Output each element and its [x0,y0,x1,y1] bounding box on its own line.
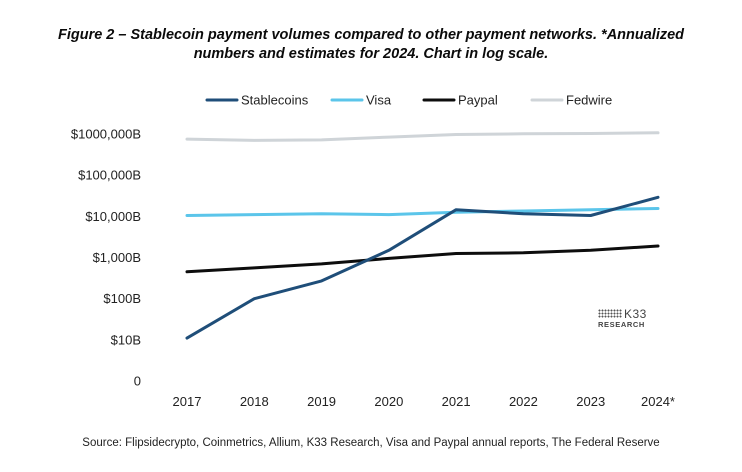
y-tick-label: 0 [134,374,141,389]
legend: Stablecoins Visa Paypal Fedwire [205,93,612,108]
legend-label: Stablecoins [241,93,309,108]
legend-item-stablecoins: Stablecoins [205,93,309,108]
legend-item-paypal: Paypal [422,93,498,108]
x-tick-label: 2018 [240,394,269,409]
source-note: Source: Flipsidecrypto, Coinmetrics, All… [82,437,660,449]
series-line-visa [185,207,660,217]
legend-label: Visa [366,93,392,108]
y-tick-label: $1000,000B [71,127,141,142]
k33-research-logo: K33 RESEARCH [598,307,660,330]
series-line-stablecoins [185,195,660,340]
x-tick-label: 2022 [509,394,538,409]
y-tick-label: $100,000B [78,168,141,183]
legend-label: Fedwire [566,93,612,108]
series-layer [185,131,660,340]
chart-title-line-2: numbers and estimates for 2024. Chart in… [193,46,549,62]
logo-dots-icon [598,309,622,318]
x-tick-label: 2023 [576,394,605,409]
x-tick-label: 2021 [442,394,471,409]
x-axis: 2017 2018 2019 2020 2021 2022 2023 2024* [173,394,675,409]
logo-brand: K33 [624,307,647,321]
y-tick-label: $100B [103,291,141,306]
legend-label: Paypal [458,93,498,108]
series-line-fedwire [185,131,660,142]
y-tick-label: $10B [111,332,141,347]
y-tick-label: $1,000B [93,250,141,265]
logo-subtitle: RESEARCH [598,320,645,329]
x-tick-label: 2024* [641,394,675,409]
x-tick-label: 2017 [173,394,202,409]
chart-title: Figure 2 – Stablecoin payment volumes co… [0,26,742,64]
chart-title-line-1: Figure 2 – Stablecoin payment volumes co… [57,27,685,43]
x-tick-label: 2019 [307,394,336,409]
legend-item-fedwire: Fedwire [530,93,612,108]
legend-item-visa: Visa [330,93,392,108]
y-tick-label: $10,000B [85,209,141,224]
series-line-paypal [185,244,660,274]
x-tick-label: 2020 [374,394,403,409]
y-axis: $1000,000B $100,000B $10,000B $1,000B $100B $… [71,127,141,389]
